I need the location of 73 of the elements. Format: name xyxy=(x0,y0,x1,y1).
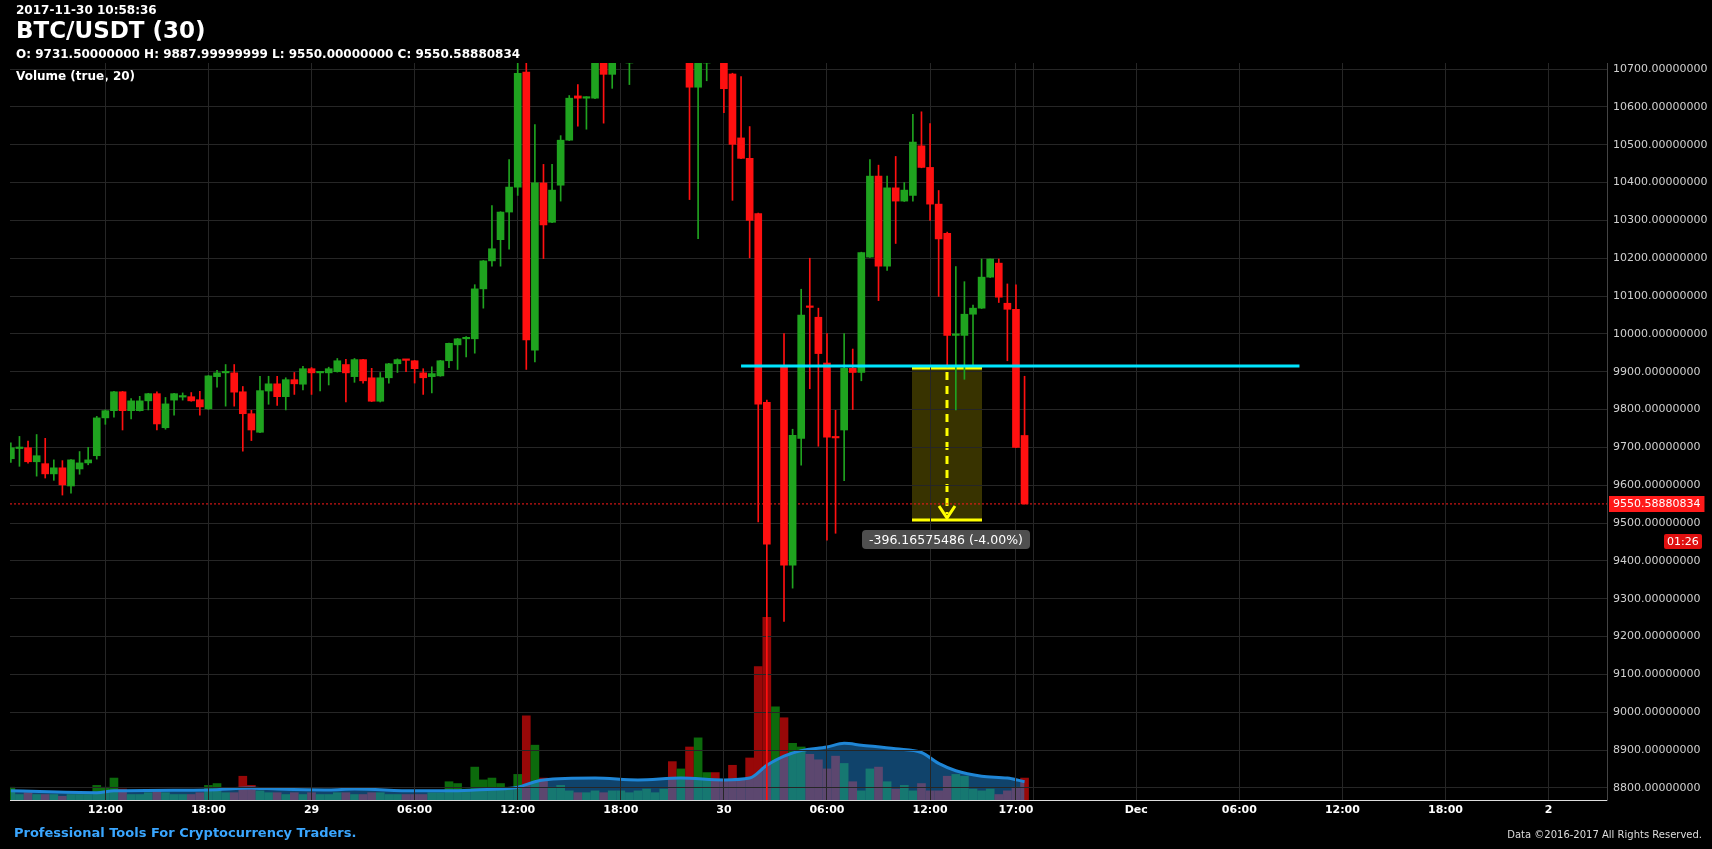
ref-line-label: 9550.58880834 xyxy=(1613,496,1701,510)
y-tick-label: 10700.00000000 xyxy=(1613,61,1708,75)
x-tick-label: 06:00 xyxy=(1221,803,1258,817)
text: 01:26 xyxy=(1664,534,1702,550)
x-tick-label: 12:00 xyxy=(912,803,948,817)
bar xyxy=(58,796,67,800)
y-tick-label: 9100.00000000 xyxy=(1613,667,1701,681)
y-tick-label: 9000.00000000 xyxy=(1613,705,1701,719)
bar xyxy=(32,794,41,800)
x-tick-label: 12:00 xyxy=(87,803,124,817)
x-tick-label: 18:00 xyxy=(603,803,639,817)
y-tick-label: 9900.00000000 xyxy=(1613,364,1701,378)
bar xyxy=(668,761,677,800)
x-tick-label: 12:00 xyxy=(500,803,536,817)
y-tick-label: 9400.00000000 xyxy=(1613,553,1701,567)
y-tick-label: 10500.00000000 xyxy=(1613,137,1708,151)
candlestick xyxy=(419,368,428,395)
y-tick-label: 10000.00000000 xyxy=(1613,326,1708,340)
x-tick-label: 06:00 xyxy=(809,803,845,817)
text: 2017-11-30 10:58:36 xyxy=(16,3,157,18)
candlestick xyxy=(694,63,702,239)
bar xyxy=(272,792,282,800)
y-tick-label: 10200.00000000 xyxy=(1613,251,1708,265)
bar xyxy=(874,766,883,800)
bar xyxy=(341,792,351,800)
bar xyxy=(49,794,59,800)
annotation: -396.16575486 (-4.00%) xyxy=(862,530,1030,549)
y-tick-label: 10600.00000000 xyxy=(1613,99,1708,113)
x-tick-label: 17:00 xyxy=(998,803,1034,817)
bar xyxy=(573,792,583,800)
text: Professional Tools For Cryptocurrency Traders. xyxy=(14,825,357,841)
bar xyxy=(40,794,50,800)
y-tick-label: 9500.00000000 xyxy=(1613,515,1701,529)
x-tick-label: 18:00 xyxy=(1427,803,1464,817)
y-tick-label: 9800.00000000 xyxy=(1613,402,1701,416)
candlestick xyxy=(574,84,582,127)
y-tick-label: 9300.00000000 xyxy=(1613,591,1701,605)
candlestick xyxy=(805,257,814,390)
bar xyxy=(290,792,299,800)
x-tick-label: Dec xyxy=(1124,803,1148,817)
bar xyxy=(350,794,359,800)
x-tick-label: 29 xyxy=(303,803,320,817)
x-tick-label: 12:00 xyxy=(1324,803,1361,817)
y-tick-label: 8900.00000000 xyxy=(1613,742,1701,756)
text: Data ©2016-2017 All Rights Reserved. xyxy=(1507,829,1702,841)
x-tick-label: 30 xyxy=(716,803,732,817)
bar xyxy=(521,715,531,800)
bar xyxy=(839,763,849,800)
y-tick-label: 10400.00000000 xyxy=(1613,175,1708,189)
bar xyxy=(771,706,780,800)
x-tick-label: 18:00 xyxy=(190,803,227,817)
chart-title: Volume (true, 20) xyxy=(16,69,136,84)
x-tick-label: 2 xyxy=(1544,803,1553,817)
bar xyxy=(307,792,316,800)
candlestick xyxy=(488,205,496,267)
x-tick-label: 06:00 xyxy=(397,803,433,817)
bar xyxy=(281,794,291,800)
bar xyxy=(599,792,608,800)
y-tick-label: 8800.00000000 xyxy=(1613,780,1701,794)
chart-subtitle: O: 9731.50000000 H: 9887.99999999 L: 9550.00000000 C: 9550.58880834 xyxy=(16,47,521,62)
y-tick-label: 9200.00000000 xyxy=(1613,629,1701,643)
candlestick xyxy=(891,156,900,244)
y-tick-label: 9700.00000000 xyxy=(1613,440,1701,454)
bar xyxy=(848,781,858,800)
bar xyxy=(685,746,694,800)
y-tick-label: 9600.00000000 xyxy=(1613,478,1701,492)
candlestick xyxy=(342,358,350,403)
chart-title: BTC/USDT (30) xyxy=(16,17,206,45)
y-tick-label: 10300.00000000 xyxy=(1613,213,1708,227)
bar xyxy=(298,794,308,800)
y-tick-label: 10100.00000000 xyxy=(1613,288,1708,302)
candlestick xyxy=(848,348,857,410)
bar xyxy=(891,788,901,800)
